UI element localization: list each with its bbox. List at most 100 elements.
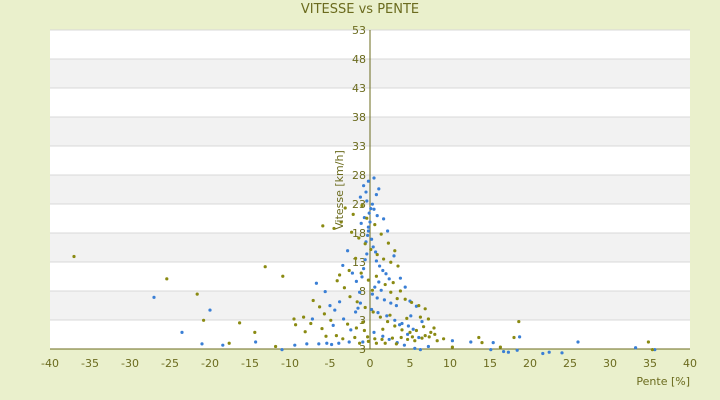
data-point bbox=[375, 214, 379, 218]
data-point bbox=[365, 252, 369, 256]
data-point bbox=[393, 324, 397, 328]
data-point bbox=[396, 264, 400, 268]
data-point bbox=[292, 317, 296, 321]
data-point bbox=[354, 310, 358, 314]
data-point bbox=[383, 341, 387, 345]
data-point bbox=[426, 344, 430, 349]
data-point bbox=[72, 254, 76, 259]
data-point bbox=[359, 271, 363, 275]
data-point bbox=[373, 285, 377, 289]
data-point bbox=[347, 268, 351, 273]
data-point bbox=[477, 335, 481, 340]
data-point bbox=[357, 236, 361, 240]
data-point bbox=[366, 225, 370, 229]
data-point bbox=[369, 207, 373, 211]
data-point bbox=[650, 348, 655, 352]
data-point bbox=[360, 203, 364, 208]
data-point bbox=[426, 317, 430, 321]
data-point bbox=[400, 328, 404, 332]
data-point bbox=[358, 301, 362, 305]
data-point bbox=[365, 216, 369, 220]
data-point bbox=[361, 340, 365, 344]
data-point bbox=[152, 295, 156, 299]
data-point bbox=[498, 345, 502, 349]
data-point bbox=[238, 321, 242, 325]
data-point bbox=[398, 289, 402, 293]
data-point bbox=[420, 319, 424, 324]
x-tick-label: -5 bbox=[325, 357, 336, 370]
data-point bbox=[370, 292, 374, 296]
data-point bbox=[433, 332, 437, 336]
data-point bbox=[386, 229, 390, 233]
y-tick-label: 18 bbox=[352, 227, 366, 240]
data-point bbox=[362, 328, 366, 333]
data-point bbox=[367, 211, 371, 215]
data-point bbox=[341, 263, 345, 268]
x-tick-label: -40 bbox=[41, 357, 59, 370]
data-point bbox=[411, 327, 415, 331]
data-point bbox=[381, 268, 385, 273]
data-point bbox=[370, 288, 374, 292]
data-point bbox=[427, 335, 431, 339]
data-point bbox=[394, 342, 398, 346]
data-point bbox=[221, 343, 225, 347]
data-point bbox=[350, 230, 354, 234]
x-tick-label: 5 bbox=[407, 357, 414, 370]
data-point bbox=[634, 346, 638, 350]
data-point bbox=[435, 339, 439, 343]
data-point bbox=[358, 195, 362, 199]
data-point bbox=[370, 307, 374, 312]
data-point bbox=[366, 229, 370, 233]
data-point bbox=[317, 342, 321, 346]
data-point bbox=[393, 249, 397, 253]
data-point bbox=[409, 314, 413, 318]
data-point bbox=[305, 342, 309, 346]
data-point bbox=[339, 220, 343, 224]
data-point bbox=[429, 330, 433, 335]
data-point bbox=[329, 318, 333, 322]
data-point bbox=[362, 215, 366, 220]
data-point bbox=[374, 259, 378, 263]
data-point bbox=[342, 286, 346, 290]
x-tick-label: 0 bbox=[367, 357, 374, 370]
data-point bbox=[375, 252, 379, 257]
data-point bbox=[363, 305, 367, 310]
x-tick-label: -25 bbox=[161, 357, 179, 370]
data-point bbox=[387, 337, 391, 342]
x-tick-label: 15 bbox=[483, 357, 497, 370]
data-point bbox=[356, 306, 360, 310]
data-point bbox=[351, 212, 355, 216]
x-tick-label: -30 bbox=[121, 357, 139, 370]
data-point bbox=[302, 315, 306, 319]
y-tick-label: 8 bbox=[359, 285, 366, 298]
x-tick-label: -35 bbox=[81, 357, 99, 370]
data-point bbox=[348, 295, 352, 299]
data-point bbox=[389, 301, 393, 305]
data-point bbox=[389, 260, 393, 264]
data-point bbox=[373, 337, 377, 341]
y-tick-label: 3 bbox=[359, 314, 366, 327]
data-point bbox=[547, 350, 551, 354]
data-point bbox=[390, 336, 394, 340]
data-point bbox=[362, 267, 366, 271]
data-point bbox=[331, 323, 335, 327]
data-point bbox=[469, 340, 473, 344]
y-tick-label: 43 bbox=[352, 82, 366, 95]
data-point bbox=[372, 330, 376, 335]
data-point bbox=[358, 290, 362, 294]
data-point bbox=[372, 176, 376, 180]
data-point bbox=[368, 220, 372, 224]
data-point bbox=[417, 304, 421, 308]
data-point bbox=[420, 336, 424, 340]
data-point bbox=[403, 285, 407, 289]
data-point bbox=[422, 325, 426, 329]
data-point bbox=[418, 348, 422, 352]
data-point bbox=[293, 343, 297, 347]
data-point bbox=[382, 298, 386, 302]
data-point bbox=[405, 316, 409, 320]
data-point bbox=[450, 339, 454, 343]
data-point bbox=[385, 314, 389, 318]
data-point bbox=[370, 237, 374, 241]
data-point bbox=[376, 311, 380, 315]
